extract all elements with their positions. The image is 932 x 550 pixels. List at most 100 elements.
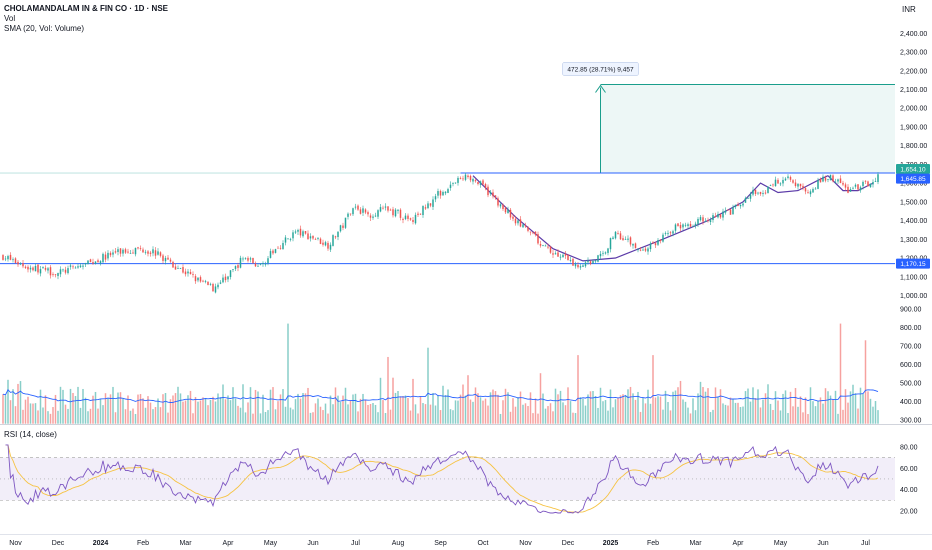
volume-bar	[577, 355, 579, 424]
price-candle	[197, 277, 199, 281]
volume-bar	[522, 404, 524, 424]
price-candle	[774, 179, 777, 187]
price-candle	[719, 214, 722, 218]
price-candle	[552, 253, 554, 255]
price-candle	[239, 257, 242, 268]
volume-bar	[267, 410, 269, 424]
time-axis-tick: Dec	[562, 540, 575, 547]
volume-bar	[434, 405, 437, 424]
price-candle	[52, 274, 54, 275]
time-axis-tick: Oct	[478, 540, 489, 547]
volume-bar	[694, 410, 697, 424]
price-candle	[279, 247, 282, 249]
price-candle	[394, 209, 397, 217]
volume-bar	[144, 407, 147, 424]
price-candle	[649, 243, 652, 250]
price-candle	[712, 215, 714, 221]
price-candle	[242, 258, 244, 260]
price-candle	[114, 251, 117, 253]
price-candle	[777, 179, 779, 184]
price-candle	[184, 271, 187, 275]
volume-bar	[367, 404, 369, 424]
price-candle	[437, 191, 439, 196]
price-candle	[797, 183, 799, 187]
volume-bar	[827, 391, 829, 424]
price-candle	[107, 252, 109, 259]
volume-bar	[84, 397, 87, 424]
volume-bar	[212, 396, 214, 424]
volume-bar	[842, 409, 844, 424]
price-candle	[564, 253, 567, 256]
price-candle	[62, 269, 64, 271]
volume-bar	[319, 406, 322, 424]
volume-bar	[607, 410, 609, 424]
price-candle	[749, 194, 752, 199]
price-candle	[807, 192, 809, 194]
volume-bar	[619, 395, 622, 424]
volume-bar	[419, 396, 422, 424]
volume-bar	[764, 393, 767, 424]
price-candle	[377, 210, 379, 217]
price-candle	[662, 234, 664, 242]
volume-bar	[759, 407, 762, 424]
volume-bar	[247, 402, 249, 424]
price-candle	[527, 227, 529, 231]
rsi-line	[5, 444, 879, 514]
price-candle	[414, 214, 417, 224]
price-candle	[369, 215, 372, 218]
volume-bar	[354, 393, 357, 424]
volume-bar	[637, 391, 639, 424]
volume-bar	[164, 393, 167, 424]
price-candle	[79, 265, 82, 268]
volume-bar	[687, 407, 689, 424]
price-candle	[827, 179, 829, 180]
price-candle	[452, 183, 454, 184]
volume-bar	[612, 407, 614, 424]
price-level-label: 1,170.15	[900, 261, 926, 268]
price-candle	[4, 258, 7, 260]
price-candle	[252, 257, 254, 264]
volume-bar	[439, 410, 442, 424]
price-candle	[737, 204, 739, 207]
volume-bar	[157, 398, 159, 424]
price-candle	[652, 242, 654, 244]
volume-bar	[832, 398, 834, 424]
price-candle	[724, 210, 727, 213]
price-candle	[324, 242, 327, 246]
volume-bar	[17, 383, 19, 424]
volume-bar	[382, 400, 384, 424]
price-candle	[837, 179, 839, 182]
time-axis-tick: Feb	[647, 540, 659, 547]
price-candle	[429, 203, 432, 206]
volume-bar	[804, 397, 807, 424]
price-candle	[19, 263, 22, 265]
price-candle	[149, 252, 152, 254]
price-candle	[134, 247, 137, 255]
volume-bar	[809, 387, 812, 424]
price-candle	[654, 243, 657, 246]
volume-bar	[474, 387, 477, 424]
price-candle	[657, 240, 659, 245]
price-candle	[172, 261, 174, 268]
time-axis-tick: Sep	[434, 540, 447, 547]
volume-bar	[449, 409, 452, 424]
price-candle	[864, 180, 867, 182]
price-candle	[557, 252, 559, 257]
volume-bar	[564, 405, 567, 424]
volume-bar	[542, 393, 544, 424]
volume-bar	[82, 388, 84, 424]
price-candle	[122, 249, 124, 254]
price-candle	[309, 236, 312, 239]
volume-bar	[574, 413, 577, 424]
volume-bar	[807, 414, 809, 424]
volume-bar	[149, 402, 152, 424]
volume-bar	[359, 398, 362, 424]
price-candle	[517, 220, 519, 224]
price-candle	[49, 267, 52, 276]
price-candle	[337, 231, 339, 238]
price-candle	[842, 182, 844, 185]
price-candle	[539, 244, 542, 246]
price-axis-tick: 1,300.00	[900, 237, 927, 244]
volume-bar	[677, 387, 679, 424]
